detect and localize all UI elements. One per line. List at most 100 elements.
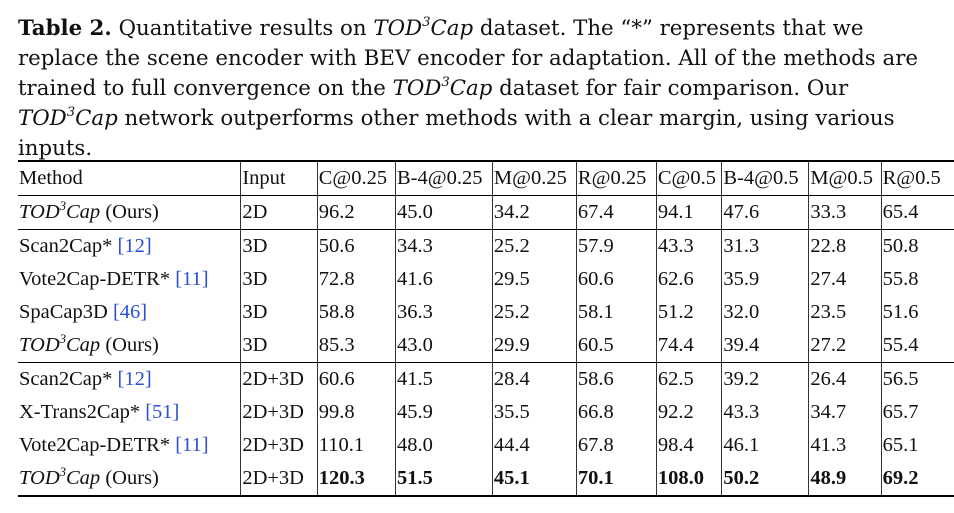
value-cell: 50.8 <box>880 229 954 263</box>
citation-link[interactable]: [12] <box>117 235 152 257</box>
value-cell: 66.8 <box>575 396 657 429</box>
table-row: TOD3Cap (Ours) 2D+3D 120.3 51.5 45.1 70.1 108.… <box>18 462 954 497</box>
value-cell: 45.9 <box>394 396 493 429</box>
value-cell: 99.8 <box>316 396 396 429</box>
value-cell: 65.7 <box>880 396 954 429</box>
value-cell: 41.5 <box>394 362 493 396</box>
value-cell: 22.8 <box>808 229 882 263</box>
method-name: Scan2Cap* <box>19 368 113 390</box>
value-cell: 46.1 <box>721 429 809 462</box>
value-cell: 26.4 <box>808 362 882 396</box>
caption-label: Table 2. <box>18 16 112 41</box>
value-cell: 94.1 <box>655 195 722 230</box>
table-row: SpaCap3D [46] 3D 58.8 36.3 25.2 58.1 51.2 32.0 2… <box>18 296 954 329</box>
value-cell: 27.2 <box>808 329 882 363</box>
header-c025: C@0.25 <box>316 160 396 196</box>
citation-link[interactable]: [12] <box>117 368 152 390</box>
value-cell: 43.3 <box>721 396 809 429</box>
input-cell: 2D <box>240 195 318 230</box>
header-m025: M@0.25 <box>491 160 577 196</box>
value-cell: 96.2 <box>316 195 396 230</box>
method-name: SpaCap3D <box>19 301 108 323</box>
value-cell: 108.0 <box>655 462 722 497</box>
value-cell: 60.5 <box>575 329 657 363</box>
method-cell: TOD3Cap (Ours) <box>18 329 241 363</box>
caption-text-1: Quantitative results on <box>111 16 374 41</box>
citation-link[interactable]: [11] <box>175 434 209 456</box>
citation-link[interactable]: [11] <box>175 268 209 290</box>
table-row: Vote2Cap-DETR* [11] 2D+3D 110.1 48.0 44.4 67.… <box>18 429 954 462</box>
value-cell: 57.9 <box>575 229 657 263</box>
value-cell: 50.6 <box>316 229 396 263</box>
value-cell: 27.4 <box>808 263 882 296</box>
value-cell: 65.4 <box>880 195 954 230</box>
caption-text-3: dataset for fair comparison. Our <box>492 76 849 101</box>
value-cell: 58.6 <box>575 362 657 396</box>
value-cell: 85.3 <box>316 329 396 363</box>
value-cell: 36.3 <box>394 296 493 329</box>
method-cell: Vote2Cap-DETR* [11] <box>18 429 241 462</box>
method-cell: TOD3Cap (Ours) <box>18 462 241 497</box>
input-cell: 3D <box>240 329 318 363</box>
value-cell: 32.0 <box>721 296 809 329</box>
value-cell: 51.6 <box>880 296 954 329</box>
value-cell: 41.3 <box>808 429 882 462</box>
value-cell: 45.1 <box>491 462 577 497</box>
model-name: TOD3Cap <box>392 75 493 101</box>
value-cell: 39.4 <box>721 329 809 363</box>
header-b4-05: B-4@0.5 <box>721 160 809 196</box>
citation-link[interactable]: [51] <box>145 401 180 423</box>
value-cell: 67.4 <box>575 195 657 230</box>
value-cell: 25.2 <box>491 296 577 329</box>
value-cell: 51.2 <box>655 296 722 329</box>
value-cell: 69.2 <box>880 462 954 497</box>
value-cell: 58.8 <box>316 296 396 329</box>
value-cell: 62.6 <box>655 263 722 296</box>
header-r025: R@0.25 <box>575 160 657 196</box>
method-cell: Scan2Cap* [12] <box>18 363 241 397</box>
value-cell: 60.6 <box>575 263 657 296</box>
table-row: Scan2Cap* [12] 3D 50.6 34.3 25.2 57.9 43.3 31.3… <box>18 229 954 263</box>
value-cell: 28.4 <box>491 362 577 396</box>
value-cell: 98.4 <box>655 429 722 462</box>
model-name: TOD3Cap <box>18 105 118 131</box>
value-cell: 48.9 <box>808 462 882 497</box>
value-cell: 60.6 <box>316 362 396 396</box>
header-m05: M@0.5 <box>808 160 882 196</box>
ours-label: (Ours) <box>105 201 159 223</box>
method-name: X-Trans2Cap* <box>19 401 141 423</box>
table-caption: Table 2. Quantitative results on TOD3Cap… <box>18 14 942 164</box>
header-method: Method <box>18 160 241 196</box>
method-name: Vote2Cap-DETR* <box>19 434 171 456</box>
value-cell: 29.5 <box>491 263 577 296</box>
ours-label: (Ours) <box>105 467 159 489</box>
value-cell: 41.6 <box>394 263 493 296</box>
value-cell: 47.6 <box>721 195 809 230</box>
value-cell: 50.2 <box>721 462 809 497</box>
header-c05: C@0.5 <box>655 160 722 196</box>
value-cell: 70.1 <box>575 462 657 497</box>
value-cell: 72.8 <box>316 263 396 296</box>
results-table: Method Input C@0.25 B-4@0.25 M@0.25 R@0.… <box>18 160 954 497</box>
header-b4-025: B-4@0.25 <box>394 160 493 196</box>
value-cell: 67.8 <box>575 429 657 462</box>
table-row: Vote2Cap-DETR* [11] 3D 72.8 41.6 29.5 60.6 62.… <box>18 263 954 296</box>
value-cell: 48.0 <box>394 429 493 462</box>
value-cell: 110.1 <box>316 429 396 462</box>
table-row: TOD3Cap (Ours) 2D 96.2 45.0 34.2 67.4 94.1 47.6… <box>18 195 954 230</box>
table-header-row: Method Input C@0.25 B-4@0.25 M@0.25 R@0.… <box>18 160 954 196</box>
table-row: X-Trans2Cap* [51] 2D+3D 99.8 45.9 35.5 66.8 92… <box>18 396 954 429</box>
citation-link[interactable]: [46] <box>112 301 148 323</box>
value-cell: 62.5 <box>655 362 722 396</box>
value-cell: 34.7 <box>808 396 882 429</box>
value-cell: 23.5 <box>808 296 882 329</box>
value-cell: 51.5 <box>394 462 493 497</box>
value-cell: 34.2 <box>491 195 577 230</box>
method-name: Scan2Cap* <box>19 235 113 257</box>
model-name: TOD3Cap <box>19 331 101 356</box>
method-name: Vote2Cap-DETR* <box>19 268 171 290</box>
input-cell: 2D+3D <box>240 362 318 396</box>
table-row: Scan2Cap* [12] 2D+3D 60.6 41.5 28.4 58.6 62.5 3… <box>18 362 954 397</box>
model-name: TOD3Cap <box>19 464 101 489</box>
table-body: TOD3Cap (Ours) 2D 96.2 45.0 34.2 67.4 94.1 47.6… <box>18 195 954 497</box>
